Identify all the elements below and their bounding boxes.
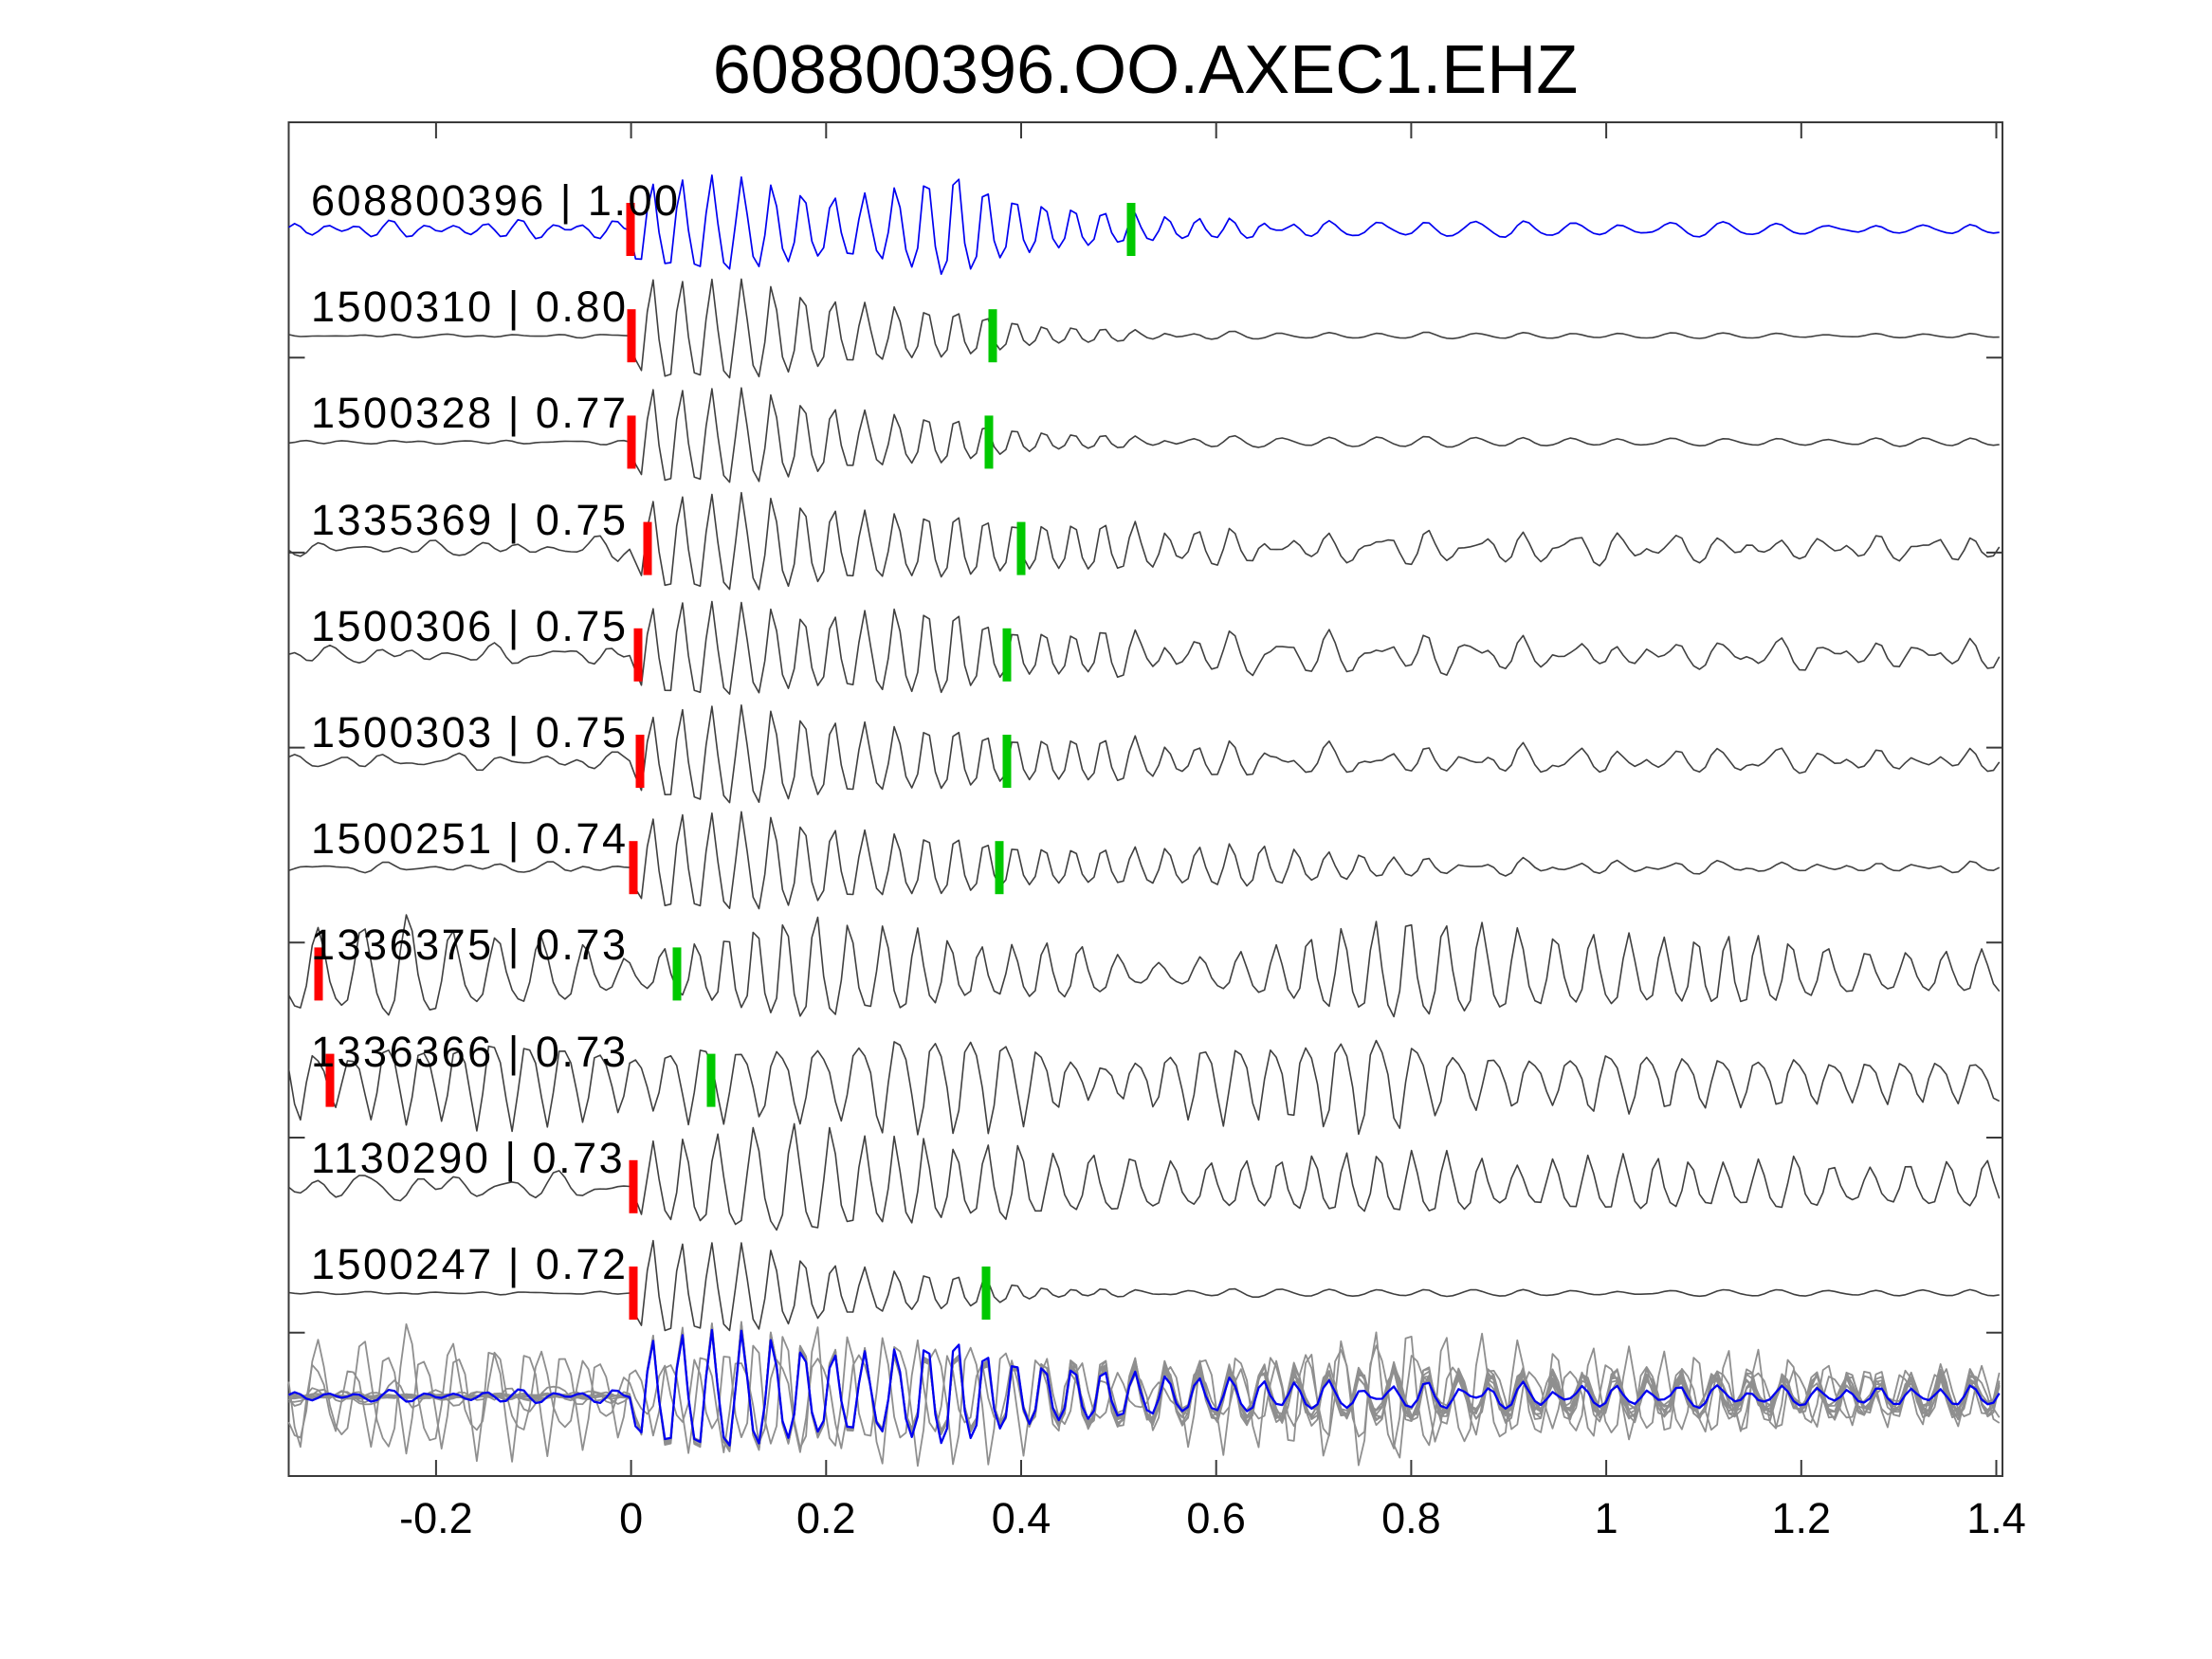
svg-text:1500328 | 0.77: 1500328 | 0.77 xyxy=(311,389,628,437)
svg-text:1335369 | 0.75: 1335369 | 0.75 xyxy=(311,496,628,544)
svg-text:1500303 | 0.75: 1500303 | 0.75 xyxy=(311,708,628,757)
svg-text:1: 1 xyxy=(1595,1494,1618,1542)
svg-text:1500310 | 0.80: 1500310 | 0.80 xyxy=(311,283,628,331)
svg-text:608800396.OO.AXEC1.EHZ: 608800396.OO.AXEC1.EHZ xyxy=(713,32,1579,108)
svg-text:-0.2: -0.2 xyxy=(399,1494,473,1542)
svg-text:1500247 | 0.72: 1500247 | 0.72 xyxy=(311,1240,628,1288)
svg-text:0.6: 0.6 xyxy=(1186,1494,1246,1542)
svg-text:0.4: 0.4 xyxy=(992,1494,1051,1542)
svg-text:1336366 | 0.73: 1336366 | 0.73 xyxy=(311,1028,628,1076)
svg-text:0.8: 0.8 xyxy=(1381,1494,1441,1542)
svg-text:1.4: 1.4 xyxy=(1966,1494,2026,1542)
svg-text:1500251 | 0.74: 1500251 | 0.74 xyxy=(311,814,628,863)
svg-text:0: 0 xyxy=(619,1494,643,1542)
svg-text:608800396 | 1.00: 608800396 | 1.00 xyxy=(311,176,681,225)
svg-text:0.2: 0.2 xyxy=(796,1494,856,1542)
svg-text:1500306 | 0.75: 1500306 | 0.75 xyxy=(311,602,628,650)
svg-text:1.2: 1.2 xyxy=(1772,1494,1832,1542)
svg-text:1336375 | 0.73: 1336375 | 0.73 xyxy=(311,921,628,969)
svg-text:1130290 | 0.73: 1130290 | 0.73 xyxy=(311,1134,625,1182)
